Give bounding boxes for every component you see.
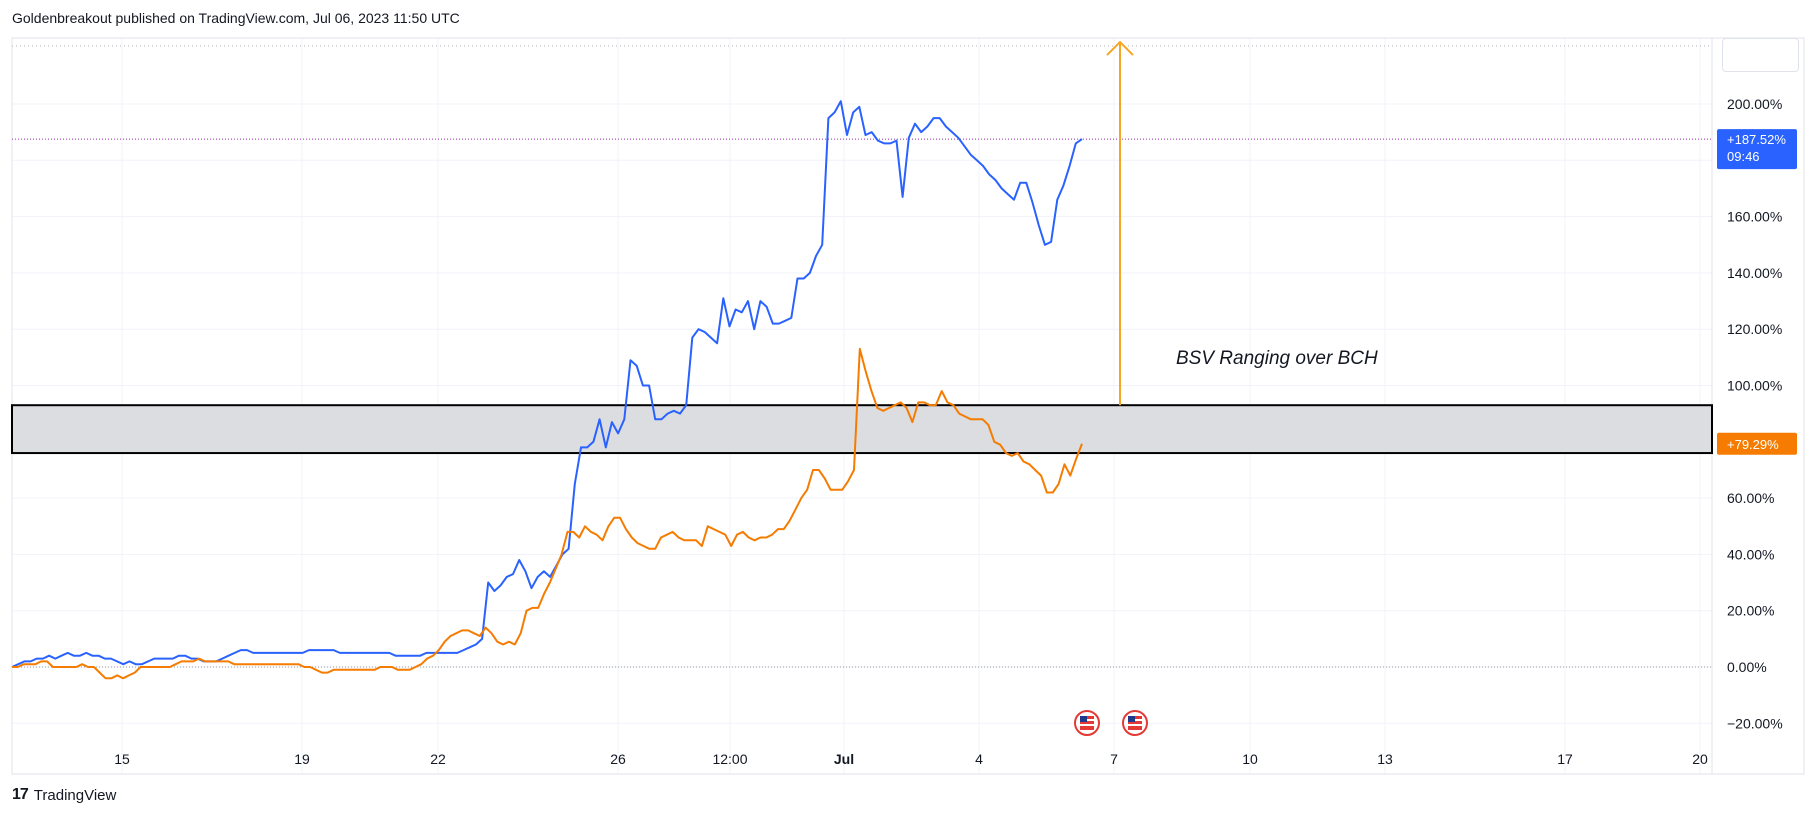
x-tick-label: 20: [1692, 751, 1708, 767]
series-lines: [11, 100, 1083, 680]
publisher-header: Goldenbreakout published on TradingView.…: [12, 10, 460, 26]
annotation-text: BSV Ranging over BCH: [1176, 348, 1378, 369]
range-zone: [11, 404, 1713, 455]
x-tick-label: 12:00: [712, 751, 747, 767]
x-tick-label: 17: [1557, 751, 1573, 767]
blue-price-tag: [1717, 129, 1797, 170]
y-tick-label: 20.00%: [1727, 603, 1774, 619]
reference-lines: [12, 45, 1712, 668]
flag-stripe-white: [1128, 724, 1142, 726]
x-tick-label: 10: [1242, 751, 1258, 767]
us-flag-event-icon[interactable]: [1122, 710, 1148, 736]
blue-price-tag-value: +187.52%: [1727, 132, 1786, 147]
tradingview-brand: TradingView: [33, 786, 117, 804]
orange-series-line: [12, 347, 1083, 680]
us-flag-event-icon[interactable]: [1074, 710, 1100, 736]
x-tick-label: 22: [430, 751, 446, 767]
y-tick-label: 200.00%: [1727, 96, 1782, 112]
y-tick-label: −20.00%: [1727, 715, 1783, 731]
chart-settings-box[interactable]: [1722, 38, 1799, 72]
range-zone-rect[interactable]: [11, 404, 1713, 455]
arrow-head: [1106, 40, 1134, 56]
flag-canton: [1128, 716, 1135, 722]
x-axis-ticks: 15 19 22 26 12:00 Jul 4 7 10 13 17 20: [114, 751, 1708, 767]
y-tick-label: 100.00%: [1727, 378, 1782, 394]
flag-canton: [1080, 716, 1087, 722]
y-tick-label: 40.00%: [1727, 546, 1774, 562]
orange-price-tag: [1717, 432, 1797, 455]
x-tick-label: 15: [114, 751, 130, 767]
y-tick-label: 140.00%: [1727, 265, 1782, 281]
price-tags: +187.52% 09:46 +79.29%: [1717, 129, 1797, 455]
y-axis-ticks: 200.00%180.00%160.00%140.00%120.00%100.0…: [1727, 96, 1783, 731]
tradingview-logo-icon: 17: [12, 786, 29, 803]
x-tick-label: Jul: [834, 751, 854, 767]
blue-series-line: [11, 100, 1083, 668]
flag-stripe-white: [1080, 724, 1094, 726]
blue-price-tag-time: 09:46: [1727, 149, 1760, 164]
x-tick-label: 4: [975, 751, 983, 767]
y-tick-label: 60.00%: [1727, 490, 1774, 506]
x-tick-label: 7: [1110, 751, 1118, 767]
y-tick-label: 120.00%: [1727, 321, 1782, 337]
x-tick-label: 13: [1377, 751, 1393, 767]
tradingview-footer[interactable]: 17 TradingView: [12, 786, 116, 804]
event-icons: [1074, 710, 1148, 736]
target-arrow: [1106, 40, 1134, 406]
y-tick-label: 0.00%: [1727, 659, 1767, 675]
y-tick-label: 160.00%: [1727, 209, 1782, 225]
x-tick-label: 19: [294, 751, 310, 767]
x-tick-label: 26: [610, 751, 626, 767]
orange-price-tag-value: +79.29%: [1727, 437, 1779, 452]
